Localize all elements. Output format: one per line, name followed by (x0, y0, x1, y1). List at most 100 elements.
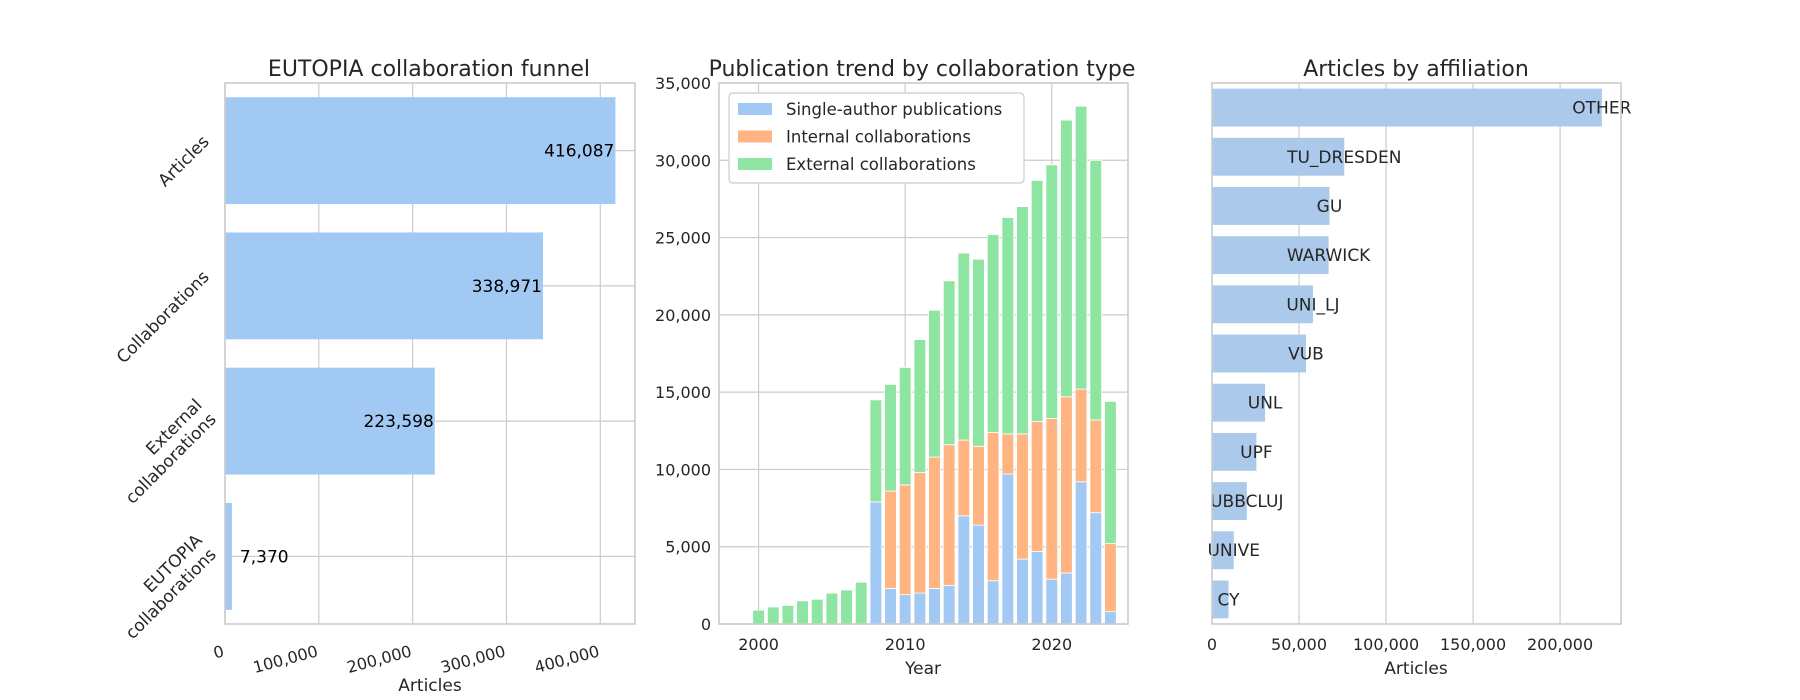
funnel-bar-collaborations (225, 232, 544, 340)
trend-bar-internal-collaborations-2010 (898, 484, 912, 596)
funnel-x-tick-label: 400,000 (532, 642, 601, 677)
trend-bar-external-collaborations-2011 (913, 339, 927, 473)
trend-x-tick-label: 2020 (1031, 635, 1072, 654)
affiliation-bar-upf (1212, 432, 1257, 471)
trend-bar-external-collaborations-2014 (957, 252, 971, 441)
funnel-bars: 416,087 338,971 223,598 7,370 (225, 97, 616, 610)
trend-bar-external-collaborations-2017 (1001, 217, 1015, 435)
funnel-value-label: 7,370 (240, 547, 289, 567)
trend-bar-internal-collaborations-2024 (1104, 543, 1117, 613)
legend-label-single-author-publications: Single-author publications (786, 100, 1002, 119)
trend-bar-single-author-publications-2022 (1074, 481, 1088, 625)
trend-bar-external-collaborations-2015 (972, 258, 985, 447)
funnel-x-tick-label: 0 (211, 642, 226, 663)
legend-frame (728, 92, 1025, 184)
affiliation-bar-cy (1212, 580, 1229, 619)
trend-x-ticks: 2000 2010 2020 (738, 635, 1072, 654)
trend-y-tick-label: 20,000 (655, 306, 711, 325)
affiliation-x-axis-label: Articles (1384, 659, 1448, 679)
affiliation-bar-ubbcluj (1212, 482, 1247, 520)
trend-bar-internal-collaborations-2014 (957, 439, 971, 517)
legend-swatch-single-author-publications (738, 103, 772, 115)
trend-bar-single-author-publications-2017 (1001, 473, 1015, 625)
funnel-bar-external-collaborations (225, 367, 435, 475)
trend-chart: Publication trend by collaboration type … (655, 57, 1135, 679)
trend-bar-single-author-publications-2021 (1060, 572, 1073, 625)
trend-bar-internal-collaborations-2016 (986, 431, 1000, 582)
legend-label-external-collaborations: External collaborations (786, 155, 976, 174)
funnel-x-tick-label: 300,000 (439, 642, 508, 677)
affiliation-label-other: OTHER (1572, 99, 1631, 119)
affiliation-bar-vub (1212, 334, 1306, 373)
trend-bar-single-author-publications-2020 (1045, 578, 1059, 625)
funnel-x-ticks: 0 100,000 200,000 300,000 400,000 (211, 642, 601, 677)
trend-bar-internal-collaborations-2020 (1045, 418, 1059, 580)
trend-bar-external-collaborations-2024 (1104, 401, 1117, 545)
funnel-category-label: EUTOPIAcollaborations (108, 530, 221, 643)
funnel-category-label: Externalcollaborations (108, 395, 221, 508)
affiliation-axes-frame (1211, 82, 1622, 625)
funnel-chart-title: EUTOPIA collaboration funnel (268, 57, 590, 82)
affiliation-bar-unive (1212, 531, 1234, 570)
trend-bar-external-collaborations-2000 (752, 609, 765, 625)
affiliation-chart-title: Articles by affiliation (1303, 57, 1529, 82)
trend-bar-single-author-publications-2014 (957, 515, 971, 625)
funnel-value-label: 223,598 (363, 412, 433, 432)
trend-bar-single-author-publications-2013 (942, 584, 956, 625)
trend-bar-single-author-publications-2011 (913, 592, 927, 625)
funnel-bar-articles (225, 97, 616, 205)
affiliation-x-tick-label: 200,000 (1527, 635, 1593, 654)
affiliation-label-unl: UNL (1248, 394, 1283, 414)
trend-bar-single-author-publications-2018 (1016, 558, 1029, 625)
affiliation-label-uni-lj: UNI_LJ (1286, 295, 1339, 315)
trend-y-tick-label: 10,000 (655, 460, 711, 479)
trend-bar-external-collaborations-2019 (1030, 179, 1044, 422)
funnel-x-tick-label: 100,000 (251, 642, 320, 677)
legend-swatch-external-collaborations (738, 158, 772, 170)
trend-bar-internal-collaborations-2023 (1089, 419, 1103, 514)
trend-bar-internal-collaborations-2009 (884, 490, 897, 589)
trend-bar-single-author-publications-2023 (1089, 512, 1103, 625)
trend-bar-external-collaborations-2009 (884, 384, 897, 492)
trend-bar-external-collaborations-2004 (810, 598, 824, 625)
funnel-category-label: Collaborations (113, 267, 214, 368)
trend-bar-internal-collaborations-2021 (1060, 396, 1073, 574)
trend-bar-external-collaborations-2013 (942, 280, 956, 446)
trend-bar-external-collaborations-2023 (1089, 159, 1103, 421)
trend-bar-internal-collaborations-2015 (972, 445, 985, 526)
trend-bar-internal-collaborations-2017 (1001, 433, 1015, 475)
trend-y-tick-label: 5,000 (665, 538, 711, 557)
trend-bar-internal-collaborations-2019 (1030, 421, 1044, 552)
trend-bar-single-author-publications-2010 (898, 594, 912, 625)
affiliation-label-vub: VUB (1288, 345, 1324, 365)
trend-bar-external-collaborations-2022 (1074, 105, 1088, 390)
trend-bar-external-collaborations-2016 (986, 234, 1000, 433)
affiliation-chart: Articles by affiliation OTHER TU_DRESDEN G… (1207, 57, 1632, 679)
trend-bar-external-collaborations-2010 (898, 367, 912, 486)
trend-bar-internal-collaborations-2011 (913, 472, 927, 594)
affiliation-x-tick-label: 100,000 (1353, 635, 1419, 654)
funnel-value-label: 416,087 (544, 142, 614, 162)
affiliation-x-tick-label: 150,000 (1440, 635, 1506, 654)
funnel-y-ticks: Articles Collaborations Externalcollaborat… (108, 132, 221, 644)
trend-bar-external-collaborations-2018 (1016, 206, 1029, 435)
trend-bar-internal-collaborations-2013 (942, 444, 956, 586)
trend-y-tick-label: 0 (701, 615, 711, 634)
trend-bar-external-collaborations-2006 (840, 589, 853, 625)
trend-bar-single-author-publications-2015 (972, 524, 985, 625)
affiliation-bar-unl (1212, 383, 1266, 422)
trend-x-axis-label: Year (904, 659, 941, 679)
trend-chart-title: Publication trend by collaboration type (709, 57, 1136, 82)
trend-bar-single-author-publications-2012 (928, 588, 941, 625)
affiliation-bar-other (1212, 88, 1602, 127)
trend-bar-external-collaborations-2008 (869, 399, 883, 503)
affiliation-bar-warwick (1212, 236, 1329, 275)
affiliation-x-ticks: 0 50,000 100,000 150,000 200,000 (1207, 635, 1593, 654)
trend-bar-external-collaborations-2012 (928, 309, 941, 458)
trend-bar-single-author-publications-2024 (1104, 611, 1117, 625)
affiliation-bar-tu-dresden (1212, 137, 1345, 176)
trend-bar-single-author-publications-2008 (869, 501, 883, 625)
affiliation-label-upf: UPF (1240, 443, 1272, 463)
funnel-x-tick-label: 200,000 (345, 642, 414, 677)
funnel-category-label: Articles (155, 132, 214, 191)
